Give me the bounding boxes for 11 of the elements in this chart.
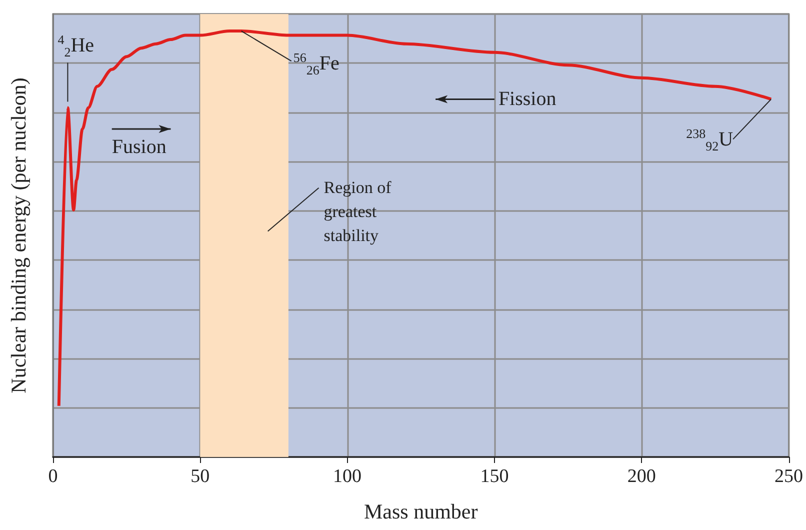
annotation: Fission bbox=[498, 88, 556, 110]
x-tick-label: 100 bbox=[333, 466, 362, 487]
x-tick-label: 50 bbox=[190, 466, 210, 487]
x-tick-label: 0 bbox=[48, 466, 58, 487]
x-tick-label: 250 bbox=[774, 466, 803, 487]
band-label: Region of greatest stability bbox=[324, 176, 392, 247]
x-tick-label: 200 bbox=[627, 466, 656, 487]
x-tick-label: 150 bbox=[480, 466, 509, 487]
y-axis-title: Nuclear binding energy (per nucleon) bbox=[6, 78, 30, 394]
annotation: Fusion bbox=[112, 136, 166, 158]
x-axis-title: Mass number bbox=[364, 500, 478, 524]
